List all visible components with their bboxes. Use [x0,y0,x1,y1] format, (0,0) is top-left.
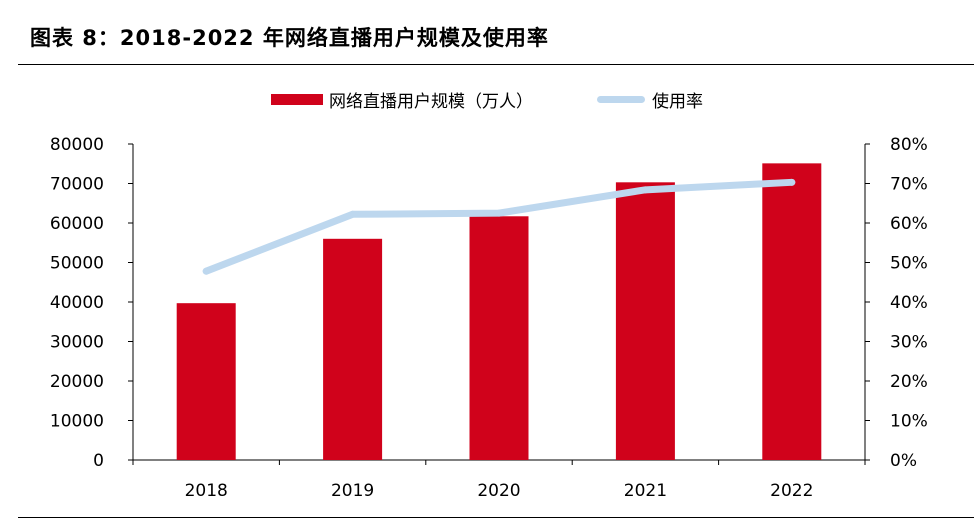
right-tick-label: 60% [890,214,928,234]
title-divider [18,64,974,65]
x-tick-label: 2019 [331,481,374,501]
bar-users-2020 [469,216,529,460]
left-tick-label: 20000 [50,372,104,392]
x-tick-label: 2018 [185,481,228,501]
legend-swatch-bar [271,93,323,105]
left-tick-label: 80000 [50,135,104,155]
point-usage-rate-2020 [495,209,503,217]
bar-users-2018 [176,303,236,460]
right-tick-label: 10% [890,412,928,432]
right-tick-label: 70% [890,175,928,195]
legend-label-rate: 使用率 [652,91,703,112]
left-tick-label: 50000 [50,254,104,274]
left-tick-label: 10000 [50,412,104,432]
point-usage-rate-2021 [641,186,649,194]
left-tick-label: 60000 [50,214,104,234]
right-tick-label: 0% [890,451,917,471]
right-tick-label: 40% [890,293,928,313]
left-tick-label: 0 [93,451,104,471]
chart-legend: 网络直播用户规模（万人） 使用率 [0,86,976,112]
legend-swatch-line [597,95,645,103]
right-tick-label: 50% [890,254,928,274]
bar-users-2021 [615,182,675,460]
legend-item-users: 网络直播用户规模（万人） [271,86,533,112]
x-tick-label: 2022 [770,481,813,501]
bar-users-2022 [762,163,822,461]
right-tick-label: 20% [890,372,928,392]
point-usage-rate-2022 [788,178,796,186]
x-tick-label: 2021 [624,481,667,501]
left-tick-label: 70000 [50,175,104,195]
left-tick-label: 40000 [50,293,104,313]
bar-users-2019 [323,238,383,460]
legend-label-users: 网络直播用户规模（万人） [329,91,533,112]
right-tick-label: 30% [890,333,928,353]
x-tick-label: 2020 [477,481,520,501]
right-tick-label: 80% [890,135,928,155]
point-usage-rate-2019 [349,210,357,218]
bottom-divider [18,517,974,518]
legend-item-rate: 使用率 [597,86,703,112]
chart-title: 图表 8：2018-2022 年网络直播用户规模及使用率 [30,26,549,50]
point-usage-rate-2018 [202,267,210,275]
left-tick-label: 30000 [50,333,104,353]
